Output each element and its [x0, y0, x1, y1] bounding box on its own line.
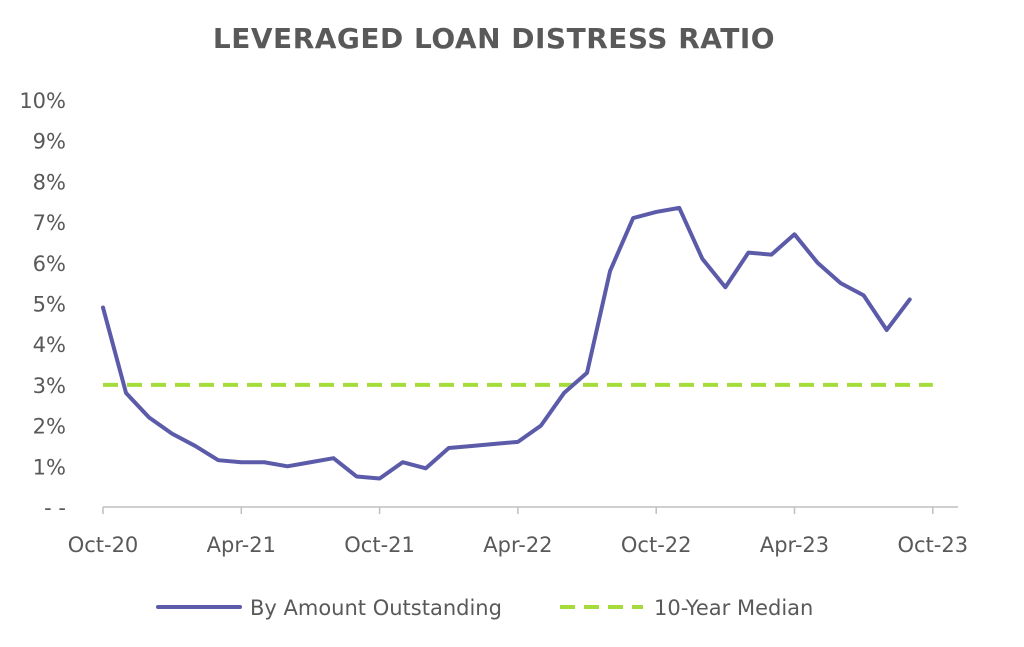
y-tick-label: 5%	[33, 293, 66, 317]
y-tick-label: 4%	[33, 333, 66, 357]
x-axis: Oct-20 Apr-21 Oct-21 Apr-22 Oct-22 Apr-23 Oct-…	[68, 506, 968, 557]
series-line-by-amount-outstanding	[101, 205, 912, 481]
chart-title: LEVERAGED LOAN DISTRESS RATIO	[213, 22, 775, 55]
y-tick-label: 6%	[33, 252, 66, 276]
x-tick-label: Apr-21	[207, 533, 276, 557]
y-tick-label: 1%	[33, 455, 66, 479]
x-tick-label: Apr-23	[760, 533, 829, 557]
legend-label: By Amount Outstanding	[250, 596, 502, 620]
y-tick-label: 9%	[33, 130, 66, 154]
x-tick-label: Oct-21	[344, 533, 415, 557]
series-layer	[101, 205, 933, 481]
y-tick-label: 3%	[33, 374, 66, 398]
x-tick-label: Apr-22	[483, 533, 552, 557]
y-axis: - - 1% 2% 3% 4% 5% 6% 7% 8% 9% 10%	[19, 89, 66, 520]
x-tick-label: Oct-20	[68, 533, 139, 557]
y-tick-label: 8%	[33, 170, 66, 194]
x-tick-label: Oct-22	[621, 533, 692, 557]
legend-label: 10-Year Median	[654, 596, 813, 620]
y-tick-label: 10%	[19, 89, 66, 113]
legend: By Amount Outstanding 10-Year Median	[156, 596, 813, 620]
y-tick-label: 2%	[33, 415, 66, 439]
x-tick-label: Oct-23	[897, 533, 968, 557]
y-tick-label: - -	[44, 496, 66, 520]
y-tick-label: 7%	[33, 211, 66, 235]
